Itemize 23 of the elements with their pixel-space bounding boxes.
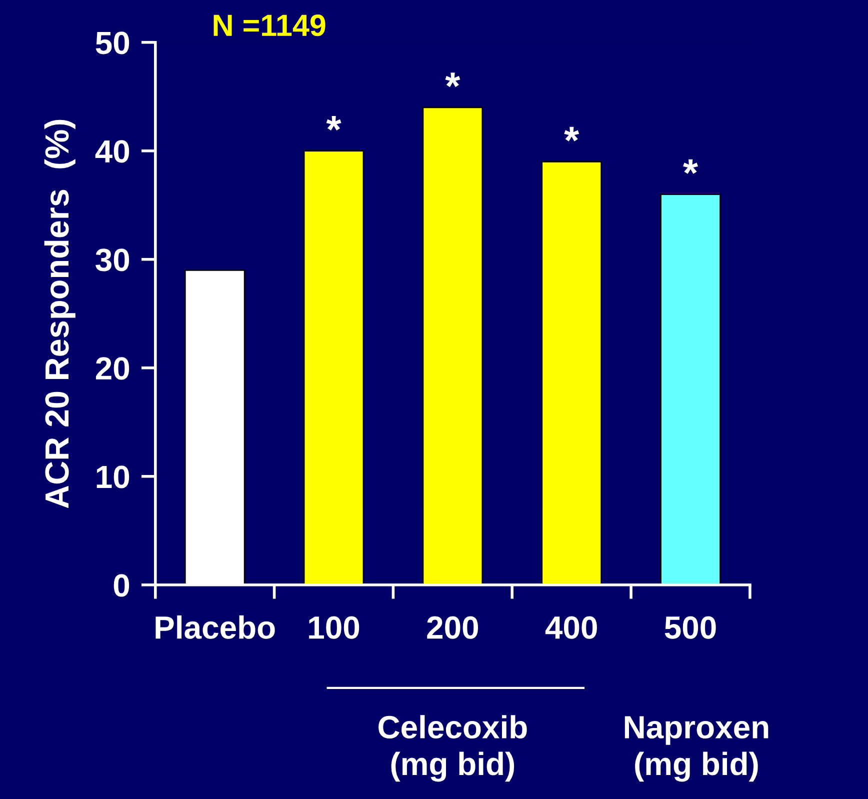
y-tick-label: 10 xyxy=(96,466,130,488)
annotation: * xyxy=(564,126,580,142)
bar xyxy=(541,161,602,585)
x-tick-label: 200 xyxy=(427,616,478,639)
text: N =1149 xyxy=(214,14,326,36)
x-tick-label: 100 xyxy=(309,616,360,639)
x-tick-label: Placebo xyxy=(156,615,275,639)
y-tick-label: 0 xyxy=(114,574,130,597)
bar xyxy=(303,150,364,585)
bar xyxy=(422,106,484,585)
x-tick-label: 400 xyxy=(545,616,597,639)
annotation: * xyxy=(445,72,460,88)
y-tick-label: 30 xyxy=(96,248,130,272)
annotation: * xyxy=(326,116,342,130)
text: Celecoxib (mg bid) xyxy=(378,715,527,782)
y-tick-label: 20 xyxy=(96,357,130,380)
x-tick-label: 500 xyxy=(664,616,716,639)
bar xyxy=(660,194,721,585)
y-tick-label: 50 xyxy=(96,32,130,54)
y-axis-title: ACR 20 Responders (%) xyxy=(44,120,76,508)
text: Naproxen (mg bid) xyxy=(624,716,768,782)
y-tick-label: 40 xyxy=(95,140,130,163)
annotation: * xyxy=(683,159,698,174)
